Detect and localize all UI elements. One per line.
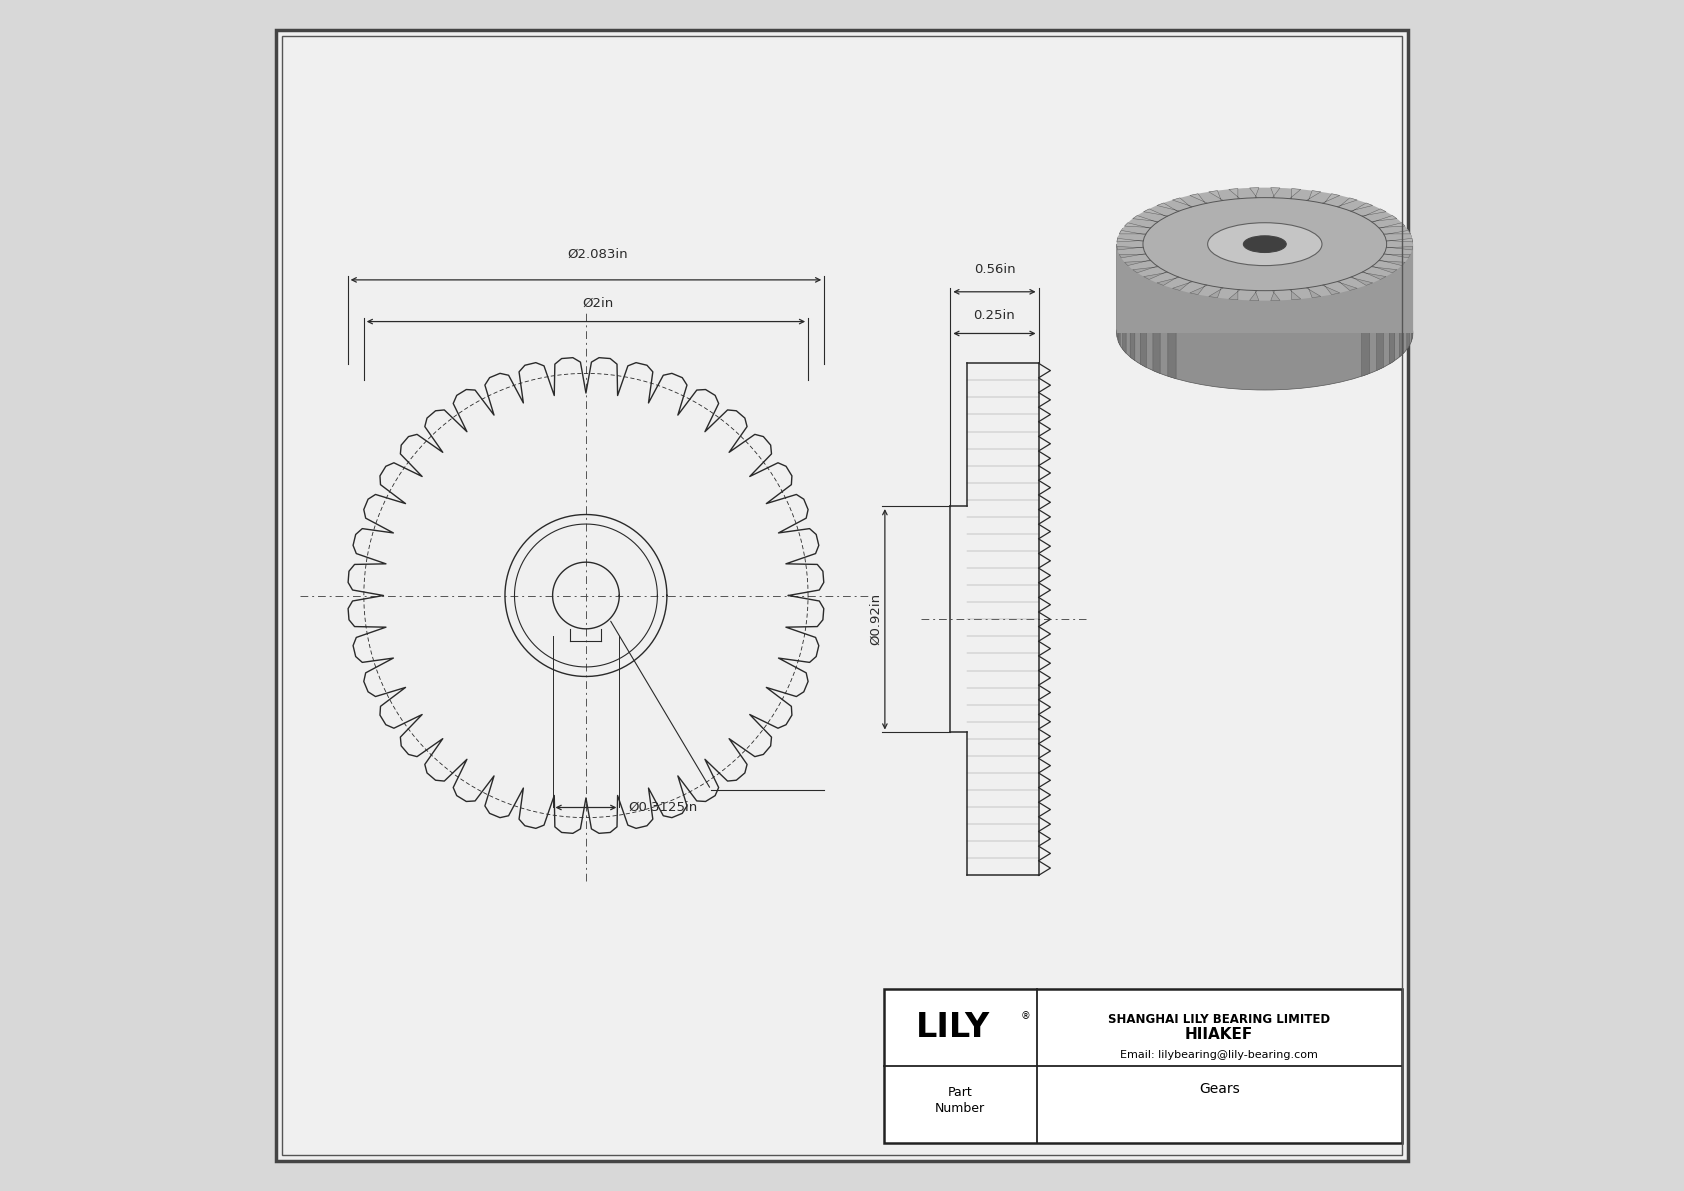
Polygon shape [1290, 188, 1300, 199]
Polygon shape [1157, 276, 1179, 286]
Polygon shape [1410, 232, 1411, 325]
Polygon shape [1362, 208, 1386, 217]
Polygon shape [1169, 287, 1175, 379]
Polygon shape [1384, 230, 1411, 235]
Polygon shape [1130, 268, 1135, 361]
Polygon shape [1384, 254, 1411, 258]
Text: Ø2in: Ø2in [583, 297, 613, 310]
Polygon shape [1371, 266, 1398, 273]
Polygon shape [1191, 194, 1207, 204]
Polygon shape [1250, 188, 1260, 198]
Polygon shape [1307, 287, 1320, 298]
Text: 0.56in: 0.56in [973, 263, 1015, 276]
Text: HIIAKEF: HIIAKEF [1186, 1028, 1253, 1042]
Text: Ø0.92in: Ø0.92in [869, 593, 882, 646]
Polygon shape [1133, 216, 1159, 223]
Polygon shape [1389, 272, 1394, 364]
Polygon shape [1322, 285, 1340, 294]
Polygon shape [1250, 291, 1260, 300]
Polygon shape [1125, 260, 1152, 266]
Polygon shape [1116, 238, 1143, 242]
Polygon shape [1386, 238, 1413, 242]
Polygon shape [1379, 223, 1404, 229]
Text: Email: lilybearing@lily-bearing.com: Email: lilybearing@lily-bearing.com [1120, 1050, 1319, 1060]
Ellipse shape [1243, 236, 1287, 252]
Polygon shape [1157, 202, 1179, 212]
Text: LILY: LILY [916, 1011, 990, 1043]
Polygon shape [1337, 198, 1357, 207]
Bar [884, 989, 1401, 1143]
Polygon shape [1386, 247, 1413, 250]
Polygon shape [1322, 194, 1340, 204]
Polygon shape [1371, 216, 1398, 223]
Polygon shape [1290, 289, 1300, 300]
Polygon shape [1154, 281, 1160, 374]
Polygon shape [1120, 230, 1147, 235]
Polygon shape [1125, 223, 1152, 229]
Polygon shape [1406, 256, 1410, 349]
Polygon shape [1362, 285, 1369, 376]
Polygon shape [1191, 285, 1207, 294]
Polygon shape [1271, 291, 1280, 300]
Polygon shape [1133, 266, 1159, 273]
Ellipse shape [1207, 223, 1322, 266]
Polygon shape [1116, 244, 1413, 333]
Ellipse shape [1116, 278, 1413, 389]
Polygon shape [1362, 272, 1386, 280]
Polygon shape [1379, 260, 1404, 266]
Polygon shape [1143, 208, 1169, 217]
Text: SHANGHAI LILY BEARING LIMITED: SHANGHAI LILY BEARING LIMITED [1108, 1014, 1330, 1025]
Polygon shape [1307, 191, 1320, 201]
Polygon shape [1140, 275, 1147, 367]
Polygon shape [1209, 287, 1223, 298]
Polygon shape [1116, 247, 1143, 250]
Polygon shape [1229, 188, 1239, 199]
Text: Gears: Gears [1199, 1083, 1239, 1096]
Polygon shape [1351, 202, 1372, 212]
Polygon shape [1172, 198, 1192, 207]
Polygon shape [1229, 289, 1239, 300]
Polygon shape [1120, 254, 1147, 258]
Polygon shape [1143, 272, 1169, 280]
Polygon shape [1209, 191, 1223, 201]
Polygon shape [1120, 229, 1123, 322]
Polygon shape [1378, 278, 1383, 370]
Polygon shape [1337, 281, 1357, 291]
Ellipse shape [1116, 188, 1413, 300]
Text: Part
Number: Part Number [935, 1085, 985, 1115]
Polygon shape [1123, 260, 1127, 354]
Polygon shape [1271, 188, 1280, 198]
Text: Ø0.3125in: Ø0.3125in [628, 802, 699, 813]
Polygon shape [1172, 281, 1192, 291]
Text: 0.25in: 0.25in [973, 308, 1015, 322]
Polygon shape [1118, 252, 1120, 345]
Polygon shape [1351, 276, 1372, 286]
Text: Ø2.083in: Ø2.083in [568, 248, 628, 261]
Polygon shape [1399, 264, 1403, 357]
Text: ®: ® [1021, 1011, 1031, 1022]
